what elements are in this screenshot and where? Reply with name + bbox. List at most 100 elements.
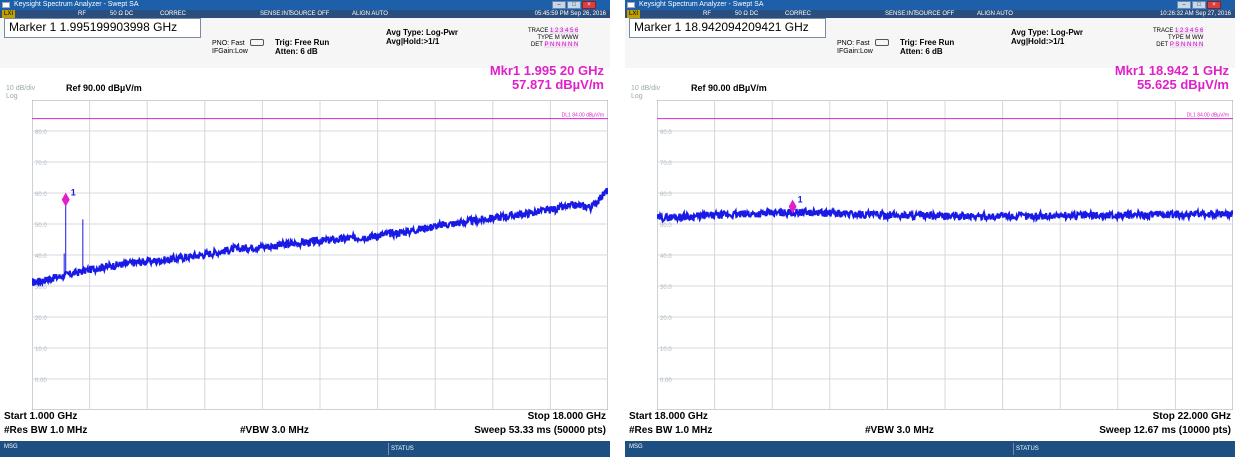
status-correc: CORREC [785, 11, 812, 17]
sweep-time: Sweep 53.33 ms (50000 pts) [474, 425, 606, 436]
atten-label: Atten: 6 dB [900, 47, 943, 56]
avg-type-label: Avg Type: Log-Pwr [386, 28, 458, 37]
y-tick-label: 60.0 [35, 192, 47, 198]
trig-label: Trig: Free Run [900, 38, 955, 47]
avg-hold-label: Avg|Hold:>1/1 [1011, 37, 1065, 46]
close-button[interactable]: × [582, 1, 596, 9]
message-bar: MSG STATUS [0, 441, 610, 457]
scale-label: 10 dB/div Log [6, 85, 35, 101]
y-tick-label: 10.0 [35, 347, 47, 353]
y-tick-label: 70.0 [35, 161, 47, 167]
enter-icon [250, 39, 264, 46]
start-frequency: Start 18.000 GHz [629, 411, 708, 422]
det-value: P S N N N N [1169, 42, 1204, 48]
minimize-button[interactable]: – [1177, 1, 1191, 9]
status-rf: RF [78, 11, 86, 17]
marker-frequency-readout: Mkr1 18.942 1 GHz [1114, 63, 1229, 78]
video-bandwidth: #VBW 3.0 MHz [240, 425, 309, 436]
y-tick-label: 0.00 [35, 378, 47, 384]
y-tick-label: 10.0 [660, 347, 672, 353]
status-impedance: 50 Ω DC [110, 11, 134, 17]
resolution-bandwidth: #Res BW 1.0 MHz [4, 425, 88, 436]
marker-entry-field[interactable]: Marker 1 1.995199903998 GHz [4, 18, 201, 38]
ifgain-label: IFGain:Low [212, 48, 248, 55]
type-value: M WW [1185, 35, 1204, 41]
status-source: SOURCE OFF [290, 11, 330, 17]
status-sense: SENSE:INT [260, 11, 292, 17]
message-bar: MSG STATUS [625, 441, 1235, 457]
analyzer-panel-left: Keysight Spectrum Analyzer - Swept SA – … [0, 0, 610, 457]
y-tick-label: 80.0 [660, 130, 672, 136]
y-tick-label: 30.0 [660, 285, 672, 291]
marker-diamond [788, 199, 797, 214]
type-label: TYPE [537, 35, 554, 41]
y-tick-label: 20.0 [35, 316, 47, 322]
stop-frequency: Stop 22.000 GHz [1152, 411, 1231, 422]
scale-label: 10 dB/div Log [631, 85, 660, 101]
status-row: LXI RF 50 Ω DC CORREC SENSE:INT SOURCE O… [625, 10, 1235, 18]
stop-frequency: Stop 18.000 GHz [527, 411, 606, 422]
status-correc: CORREC [160, 11, 187, 17]
marker-frequency-readout: Mkr1 1.995 20 GHz [489, 63, 604, 78]
y-tick-label: 50.0 [660, 223, 672, 229]
type-label: TYPE [1168, 35, 1184, 41]
display-line-label: DL1 84.00 dBµV/m [562, 113, 604, 119]
status-source: SOURCE OFF [915, 11, 955, 17]
marker-amplitude-readout: 57.871 dBµV/m [511, 77, 604, 92]
marker-entry-field[interactable]: Marker 1 18.942094209421 GHz [629, 18, 826, 38]
status-align: ALIGN AUTO [977, 11, 1013, 17]
window-titlebar: Keysight Spectrum Analyzer - Swept SA – … [625, 0, 1235, 10]
trace-label: TRACE [528, 28, 549, 34]
pno-label: PNO: Fast [212, 40, 245, 47]
start-frequency: Start 1.000 GHz [4, 411, 78, 422]
status-rf: RF [703, 11, 711, 17]
marker-diamond [61, 192, 70, 207]
y-tick-label: 0.00 [660, 378, 672, 384]
close-button[interactable]: × [1207, 1, 1221, 9]
marker-amplitude-readout: 55.625 dBµV/m [1136, 77, 1229, 92]
type-value: M WWW [554, 35, 579, 41]
display-line-label: DL1 84.00 dBµV/m [1187, 113, 1229, 119]
status-button[interactable]: STATUS [1013, 443, 1046, 455]
pno-label: PNO: Fast [837, 40, 870, 47]
app-icon [2, 2, 10, 8]
atten-label: Atten: 6 dB [275, 47, 318, 56]
status-button[interactable]: STATUS [388, 443, 421, 455]
y-tick-label: 40.0 [660, 254, 672, 260]
window-title: Keysight Spectrum Analyzer - Swept SA [14, 1, 139, 8]
status-timestamp: 10:26:32 AM Sep 27, 2016 [1159, 11, 1231, 17]
msg-label: MSG [629, 444, 643, 450]
y-tick-label: 70.0 [660, 161, 672, 167]
spectrum-trace [32, 187, 608, 288]
maximize-button[interactable]: □ [567, 1, 581, 9]
video-bandwidth: #VBW 3.0 MHz [865, 425, 934, 436]
trig-label: Trig: Free Run [275, 38, 330, 47]
sweep-time: Sweep 12.67 ms (10000 pts) [1099, 425, 1231, 436]
det-label: DET [1156, 42, 1169, 48]
spectrum-plot[interactable]: 80.0 70.0 60.0 50.0 40.0 30.0 20.0 10.0 0.00 DL1 … [657, 100, 1233, 410]
trace-indicator: TRACE 1 2 3 4 5 6 TYPE M WW DET P S N N … [1153, 28, 1204, 49]
app-icon [627, 2, 635, 8]
enter-icon [875, 39, 889, 46]
det-label: DET [530, 42, 543, 48]
marker-number-label: 1 [71, 188, 76, 198]
minimize-button[interactable]: – [552, 1, 566, 9]
y-tick-label: 20.0 [660, 316, 672, 322]
status-row: LXI RF 50 Ω DC CORREC SENSE:INT SOURCE O… [0, 10, 610, 18]
trace-nums: 1 2 3 4 5 6 [1175, 28, 1204, 34]
reference-level: Ref 90.00 dBµV/m [691, 83, 767, 93]
spectrum-trace [657, 205, 1233, 224]
y-tick-label: 60.0 [660, 192, 672, 198]
trace-label: TRACE [1153, 28, 1174, 34]
avg-hold-label: Avg|Hold:>1/1 [386, 37, 440, 46]
maximize-button[interactable]: □ [1192, 1, 1206, 9]
lxi-icon: LXI [2, 10, 16, 18]
window-titlebar: Keysight Spectrum Analyzer - Swept SA – … [0, 0, 610, 10]
log-label: Log [631, 93, 643, 100]
window-title: Keysight Spectrum Analyzer - Swept SA [639, 1, 764, 8]
spectrum-plot[interactable]: 80.0 70.0 60.0 50.0 40.0 30.0 20.0 10.0 0.00 DL1 … [32, 100, 608, 410]
analyzer-panel-right: Keysight Spectrum Analyzer - Swept SA – … [625, 0, 1235, 457]
y-tick-label: 30.0 [35, 285, 47, 291]
msg-label: MSG [4, 444, 18, 450]
ifgain-label: IFGain:Low [837, 48, 873, 55]
